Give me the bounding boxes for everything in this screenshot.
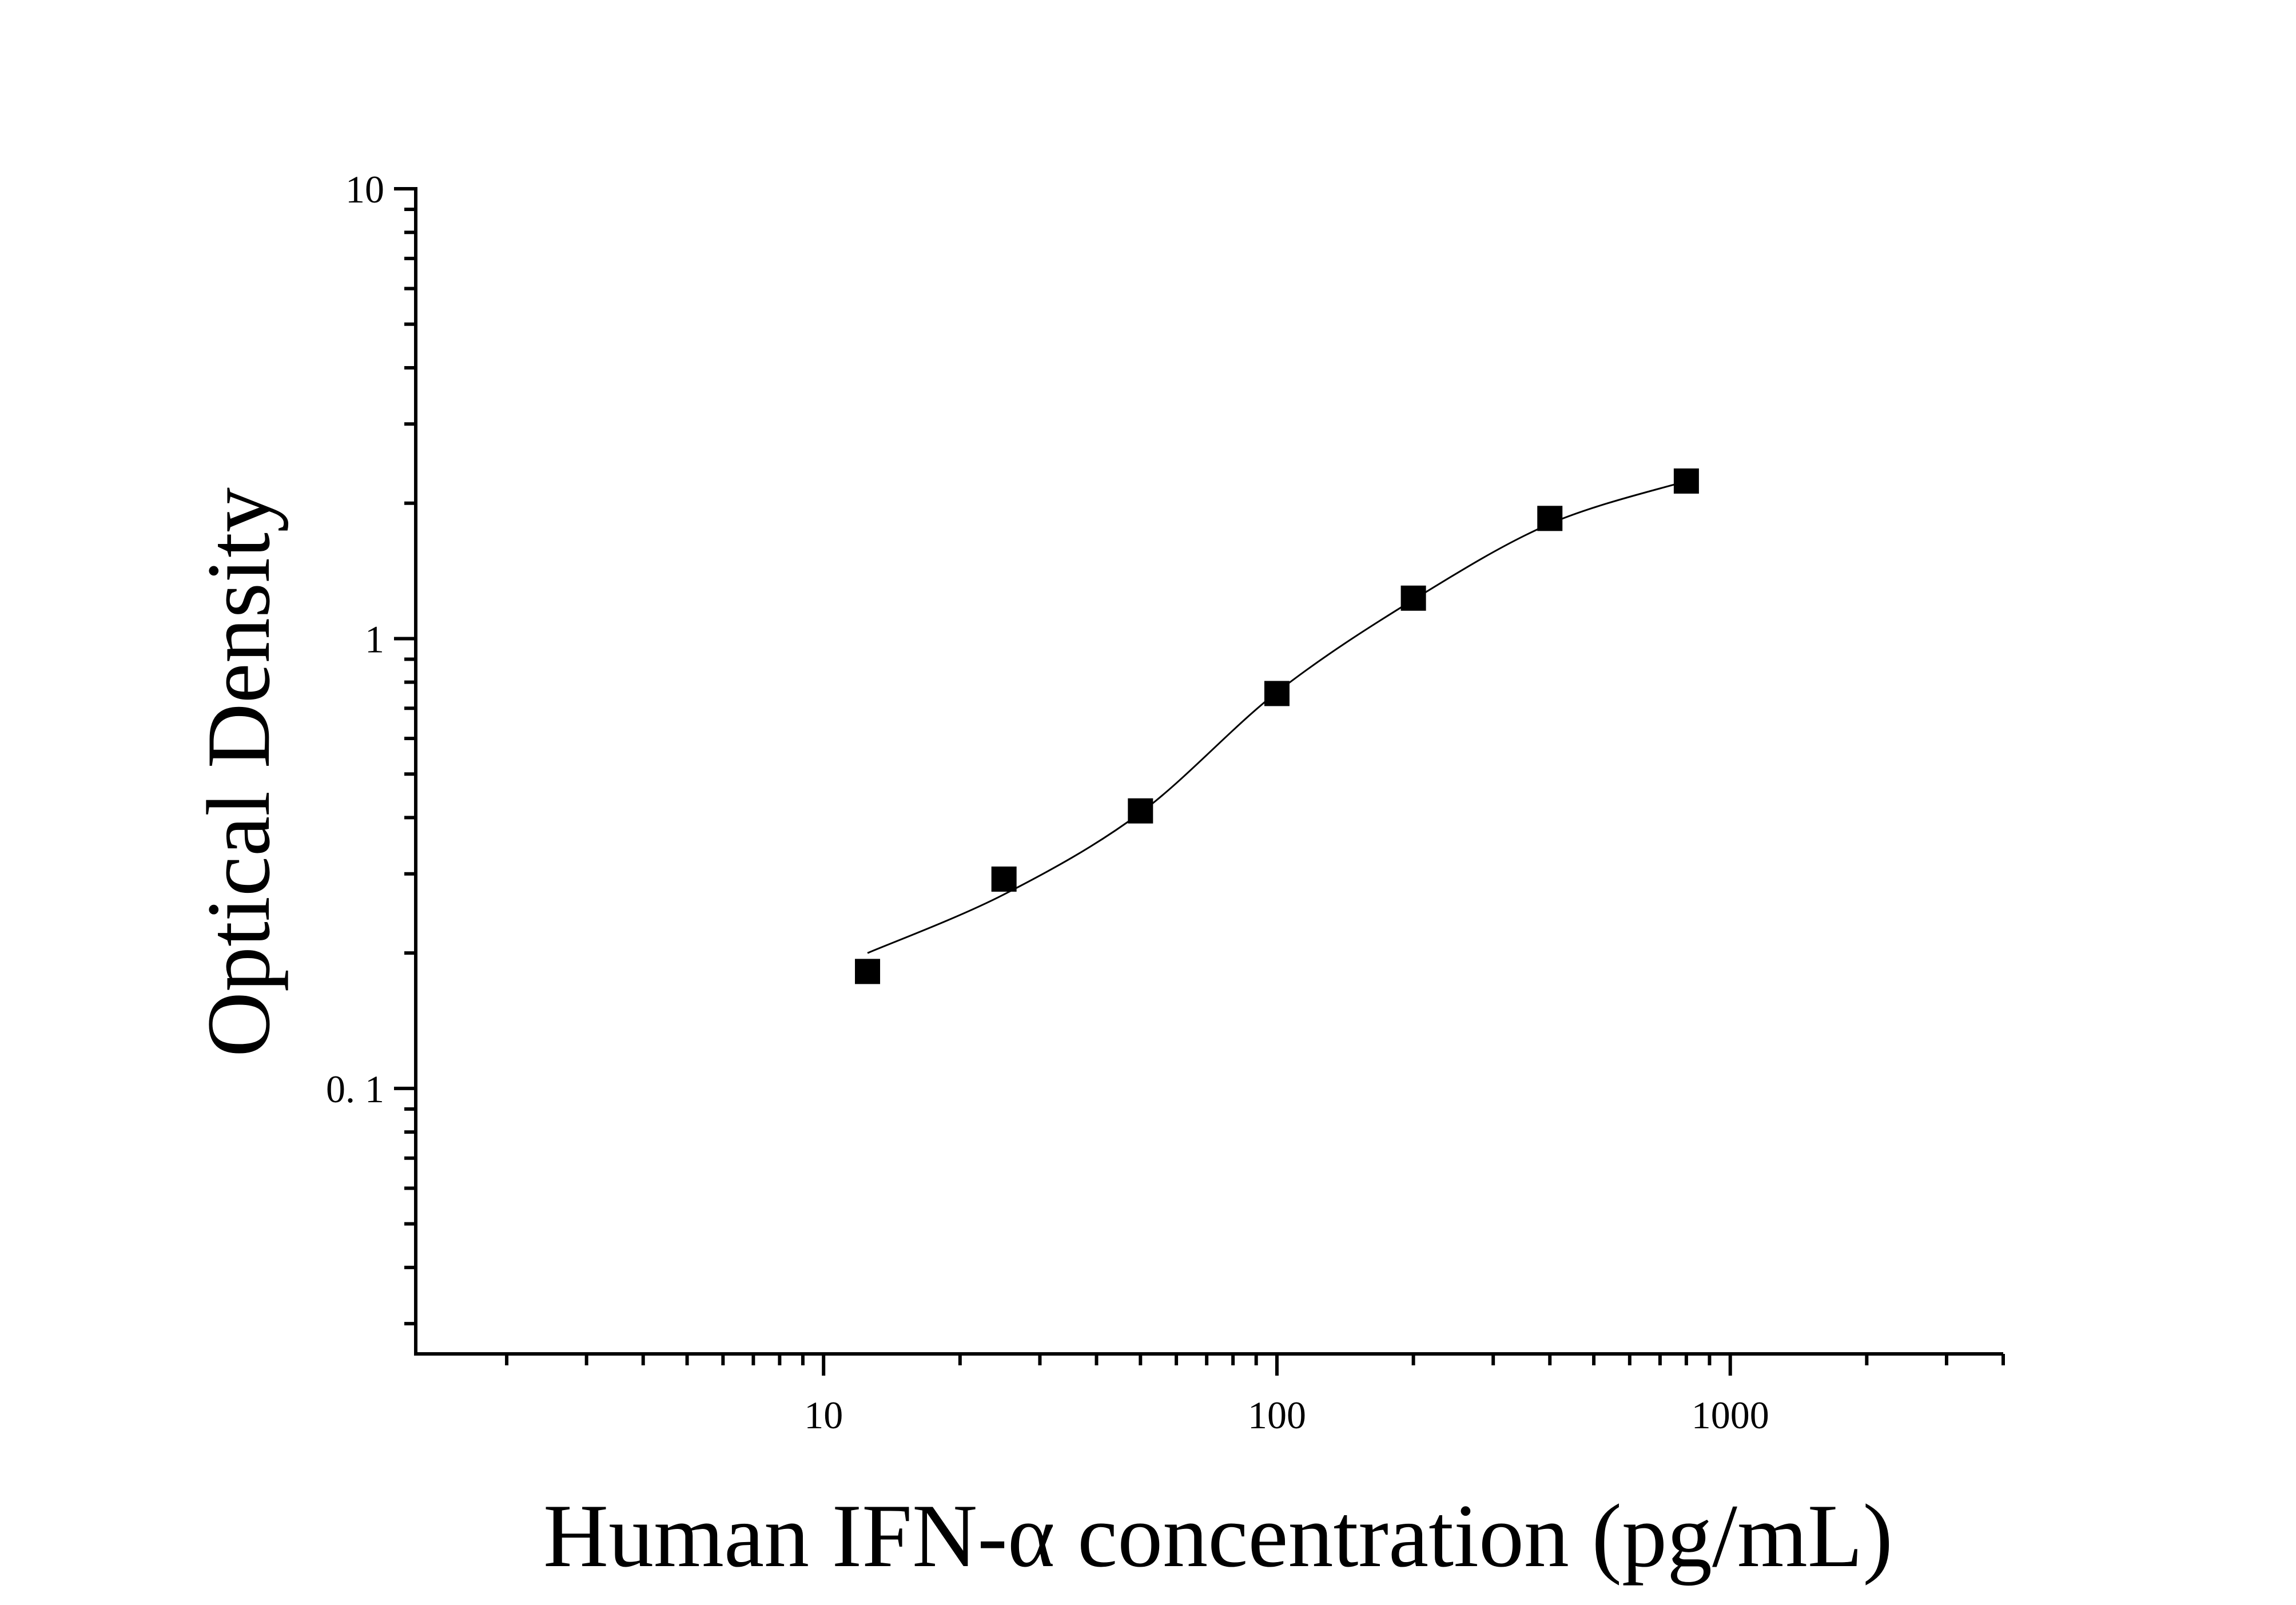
data-point	[1673, 468, 1699, 494]
y-tick-label: 0. 1	[326, 1067, 384, 1111]
data-point	[1400, 585, 1426, 611]
data-point	[1264, 681, 1290, 706]
data-point	[1128, 798, 1153, 824]
x-tick-label: 100	[1248, 1393, 1306, 1437]
data-point	[991, 866, 1017, 892]
y-tick-label: 10	[345, 168, 384, 211]
x-tick-label: 1000	[1692, 1393, 1769, 1437]
x-tick-label: 10	[804, 1393, 843, 1437]
data-point	[1537, 506, 1563, 531]
y-tick-label: 1	[365, 617, 384, 661]
y-axis-title: Optical Density	[189, 487, 289, 1057]
x-axis-title: Human IFN-α concentration (pg/mL)	[543, 1486, 1893, 1586]
data-point	[855, 959, 881, 984]
fit-curve	[867, 480, 1687, 954]
